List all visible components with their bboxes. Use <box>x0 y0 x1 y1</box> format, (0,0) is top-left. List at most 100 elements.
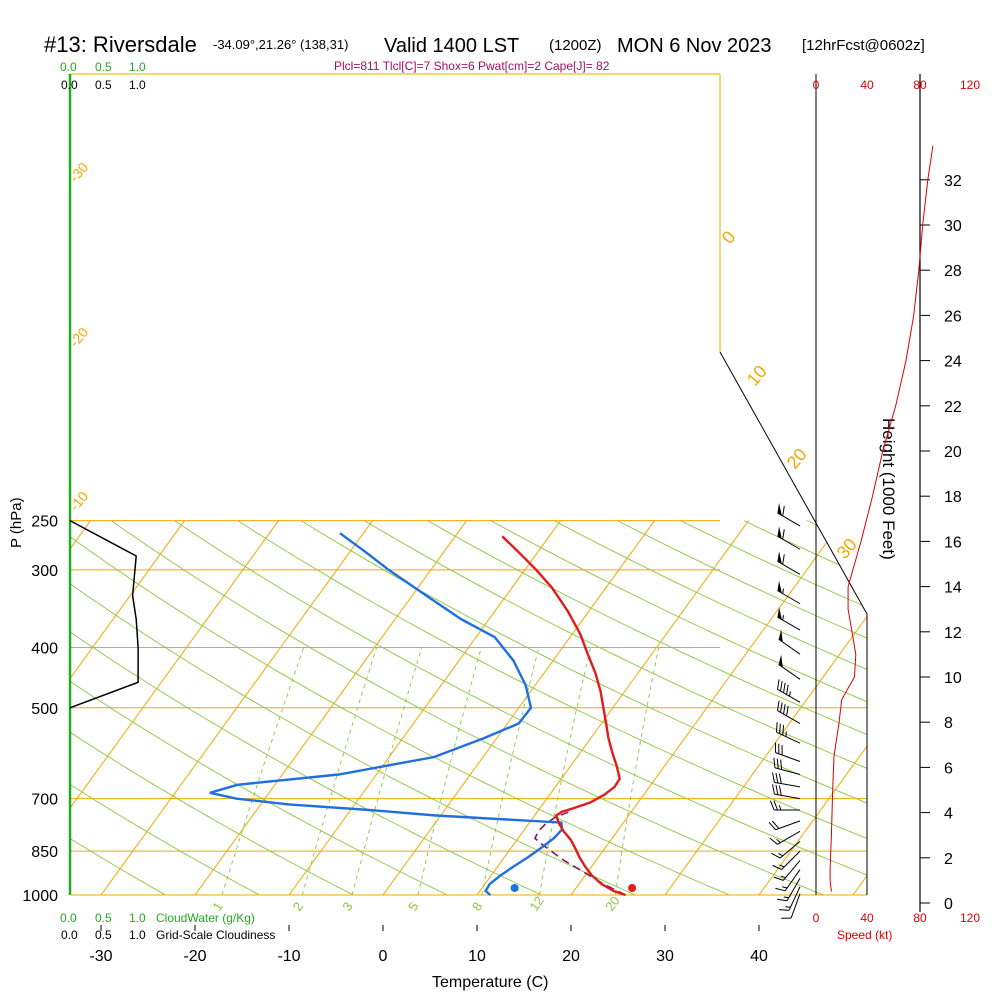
pressure-axis: 250 300 400 500 700 850 1000 <box>22 514 58 905</box>
isotherm-line <box>947 521 1000 895</box>
pressure-tick-label: 1000 <box>22 888 58 905</box>
cloudwater-top-tick: 0.0 <box>60 60 77 74</box>
wind-barb-shaft <box>777 560 801 575</box>
cloudiness-label: Grid-Scale Cloudiness <box>156 928 275 942</box>
wind-barb-feather <box>780 681 783 692</box>
wind-barb-feather <box>773 876 784 881</box>
mixing-ratio-labels: 1 2 3 5 8 12 20 <box>209 893 622 913</box>
wind-barb <box>769 800 800 811</box>
speed-axis-label: Speed (kt) <box>837 928 892 942</box>
pressure-tick-label: 400 <box>31 641 58 658</box>
temperature-tick-label: -30 <box>89 948 112 965</box>
speed-tick-label: 40 <box>860 911 874 925</box>
sounding-indices: Plcl=811 Tlcl[C]=7 Shox=6 Pwat[cm]=2 Cap… <box>334 59 610 73</box>
wind-barb-shaft <box>777 512 801 527</box>
wind-barb-shaft <box>784 869 801 892</box>
wind-barb-feather <box>776 679 780 690</box>
temperature-tick-label: 0 <box>379 948 388 965</box>
wind-barb-shaft <box>788 886 801 911</box>
mixing-ratio-line <box>417 647 482 895</box>
cloudiness-top-tick: 0.5 <box>95 78 112 92</box>
height-tick-label: 8 <box>944 715 953 732</box>
height-tick-label: 10 <box>944 670 962 687</box>
wind-barb-feather <box>772 784 775 795</box>
parcel-trace <box>534 811 626 896</box>
mixing-ratio-label: 12 <box>526 893 547 913</box>
wind-barb <box>777 551 801 575</box>
wind-barb <box>778 629 801 655</box>
wind-barb-feather <box>769 800 775 811</box>
wind-barb-half-feather <box>779 864 785 868</box>
dry-adiabat-line <box>70 520 260 895</box>
wind-barb-feather <box>768 821 776 831</box>
wind-barb-shaft <box>775 820 801 831</box>
isotherm-label: 20 <box>783 444 811 472</box>
header: #13: Riversdale -34.09°,21.26° (138,31) … <box>44 32 925 73</box>
height-tick-label: 24 <box>944 354 962 371</box>
wind-barb <box>773 860 801 881</box>
wind-barb-pennant <box>777 526 782 539</box>
wind-barb-feather <box>782 529 785 540</box>
wind-barb-pennant <box>777 503 782 516</box>
plot-frame <box>68 73 921 912</box>
wind-barb-feather <box>782 554 785 565</box>
mixing-ratio-label: 20 <box>602 893 623 913</box>
wind-barb-feather <box>782 725 785 736</box>
temperature-tick-label: 30 <box>656 948 674 965</box>
height-tick-label: 30 <box>944 218 962 235</box>
wind-barb-feather <box>773 800 778 811</box>
wind-barb-feather <box>771 852 781 859</box>
height-tick-label: 26 <box>944 308 962 325</box>
wind-barb-shaft <box>774 781 801 788</box>
mixing-ratio-line <box>351 647 423 895</box>
wind-barb-feather <box>783 682 786 693</box>
x-axis-title: Temperature (C) <box>432 974 548 991</box>
wind-barb-feather <box>769 837 778 845</box>
wind-barb-shaft <box>777 830 801 845</box>
wind-barb-feather <box>786 705 789 716</box>
wind-barb-half-feather <box>778 805 782 811</box>
height-tick-label: 6 <box>944 760 953 777</box>
cloudwater-bottom-tick: 1.0 <box>129 911 146 925</box>
wind-barb-pennant <box>777 551 782 564</box>
wind-barb <box>777 526 801 550</box>
cloudwater-bottom-tick: 0.0 <box>60 911 77 925</box>
height-tick-label: 32 <box>944 173 962 190</box>
mixing-ratio-label: 3 <box>339 899 355 914</box>
wind-barb-feather <box>780 759 783 770</box>
speed-tick-label: 80 <box>913 78 927 92</box>
dry-adiabat-line <box>300 520 867 895</box>
dry-adiabat-line <box>490 520 867 895</box>
wind-barb <box>776 700 801 724</box>
height-tick-label: 0 <box>944 896 953 913</box>
dry-adiabat-line <box>617 520 867 895</box>
dry-adiabat-line <box>934 521 1000 895</box>
cloudiness-top-tick: 1.0 <box>129 78 146 92</box>
wind-barb <box>781 893 801 919</box>
speed-tick-label: 120 <box>960 911 980 925</box>
wind-barb-pennant <box>778 654 783 668</box>
dry-adiabat-line <box>237 520 867 895</box>
isotherm-line <box>852 520 867 895</box>
wind-barb-feather <box>773 757 776 768</box>
valid-time: Valid 1400 LST <box>384 35 519 57</box>
pressure-tick-label: 700 <box>31 792 58 809</box>
wind-barb-shaft <box>777 590 801 605</box>
temperature-axis: -30 -20 -10 0 10 20 30 40 <box>89 925 768 965</box>
cloudiness-bottom-tick: 0.0 <box>61 928 78 942</box>
cloudwater-top-tick: 1.0 <box>129 60 146 74</box>
wind-barb-feather <box>777 898 788 902</box>
cloudiness-line <box>69 519 139 709</box>
speed-tick-label: 0 <box>813 78 820 92</box>
wind-barb-feather <box>778 785 782 796</box>
mixing-ratio-label: 2 <box>290 899 306 914</box>
wind-barb <box>777 503 801 527</box>
mixing-ratio-line <box>221 647 305 895</box>
wind-barb <box>774 742 801 762</box>
wind-barb-half-feather <box>782 615 784 621</box>
mixing-ratio-label: 8 <box>469 899 485 914</box>
wind-barb <box>772 772 801 788</box>
dry-adiabat-line <box>427 520 867 895</box>
wind-barb <box>773 757 801 775</box>
height-axis-title: Height (1000 Feet) <box>879 418 898 560</box>
